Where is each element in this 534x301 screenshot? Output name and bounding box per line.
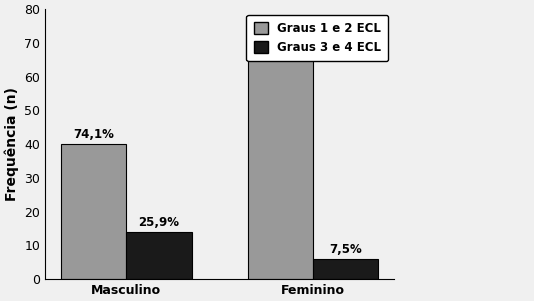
- Bar: [313, 259, 378, 279]
- Bar: [126, 232, 192, 279]
- Legend: Graus 1 e 2 ECL, Graus 3 e 4 ECL: Graus 1 e 2 ECL, Graus 3 e 4 ECL: [246, 15, 388, 61]
- Bar: [248, 29, 313, 279]
- Text: 74,1%: 74,1%: [73, 128, 114, 141]
- Text: 25,9%: 25,9%: [138, 216, 179, 229]
- Y-axis label: Frequência (n): Frequência (n): [4, 87, 19, 201]
- Text: 92,5%: 92,5%: [260, 14, 301, 27]
- Text: 7,5%: 7,5%: [329, 243, 362, 256]
- Bar: [61, 144, 126, 279]
